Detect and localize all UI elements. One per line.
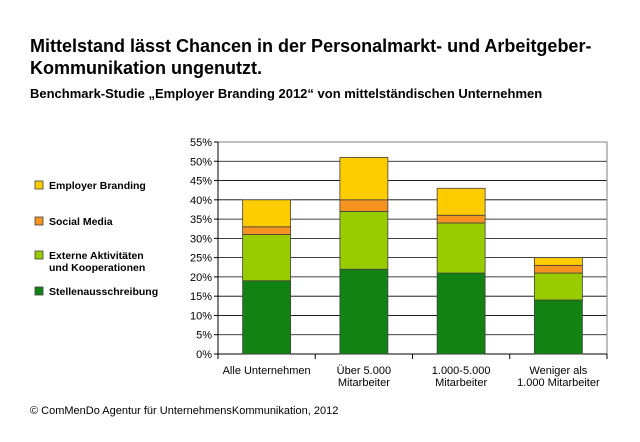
bar-segment: [533, 264, 583, 274]
bar-segment: [339, 268, 389, 355]
y-tick-label: 30%: [190, 233, 212, 245]
legend-swatch: [34, 250, 44, 260]
legend-label: Employer Branding: [49, 180, 146, 192]
y-tick-label: 5%: [196, 330, 212, 342]
bar-segment: [242, 226, 292, 235]
bar-segment: [436, 222, 486, 274]
x-category-label: Weniger als: [529, 365, 587, 377]
y-tick-label: 35%: [190, 214, 212, 226]
page-title: Mittelstand lässt Chancen in der Persona…: [30, 36, 592, 78]
page-subtitle: Benchmark-Studie „Employer Branding 2012…: [30, 86, 543, 101]
legend-label: und Kooperationen: [49, 262, 145, 274]
bar-segment: [242, 280, 292, 355]
bar-segment: [533, 299, 583, 355]
bar-segment: [533, 257, 583, 266]
bar-segment: [339, 210, 389, 270]
bar-segment: [242, 199, 292, 228]
legend-swatch: [34, 180, 44, 190]
bar-segment: [242, 234, 292, 282]
y-tick-label: 45%: [190, 176, 212, 188]
y-tick-label: 40%: [190, 195, 212, 207]
bar-segment: [533, 272, 583, 301]
y-tick-label: 50%: [190, 156, 212, 168]
y-tick-label: 25%: [190, 253, 212, 265]
legend-label: Social Media: [49, 216, 113, 228]
y-tick-label: 0%: [196, 349, 212, 361]
x-category-label: Mitarbeiter: [435, 377, 487, 389]
y-tick-label: 10%: [190, 310, 212, 322]
copyright-footer: © ComMenDo Agentur für UnternehmensKommu…: [30, 405, 339, 417]
x-category-label: Über 5.000: [337, 365, 391, 377]
legend-label: Stellenausschreibung: [49, 286, 158, 298]
bar-segment: [436, 272, 486, 355]
legend-label: Externe Aktivitäten: [49, 250, 144, 262]
bar-segment: [339, 157, 389, 201]
x-category-label: Alle Unternehmen: [223, 365, 311, 377]
y-tick-label: 55%: [190, 137, 212, 149]
bar-segment: [339, 199, 389, 212]
y-tick-label: 20%: [190, 272, 212, 284]
x-category-label: Mitarbeiter: [338, 377, 390, 389]
bar-segment: [436, 187, 486, 216]
x-category-label: 1.000-5.000: [432, 365, 491, 377]
y-tick-label: 15%: [190, 291, 212, 303]
legend-swatch: [34, 216, 44, 226]
x-category-label: 1.000 Mitarbeiter: [517, 377, 600, 389]
legend-swatch: [34, 286, 44, 296]
bar-segment: [436, 214, 486, 224]
